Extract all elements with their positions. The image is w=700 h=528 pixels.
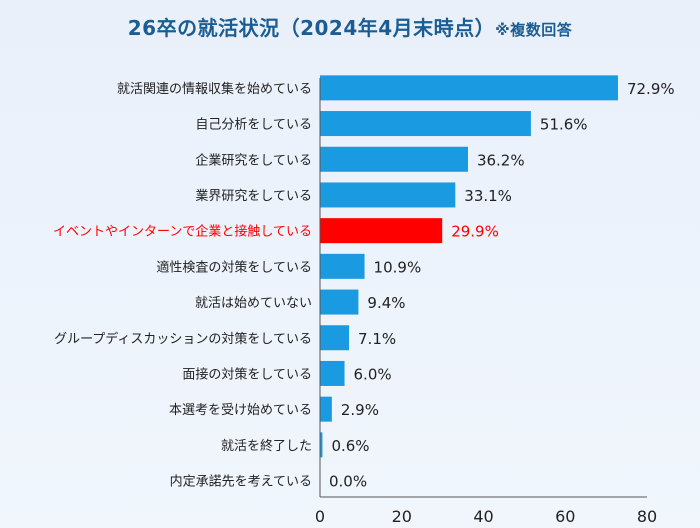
category-label: イベントやインターンで企業と接触している: [53, 224, 312, 240]
value-label: 72.9%: [627, 80, 675, 98]
category-label: 本選考を受け始めている: [169, 403, 312, 418]
value-label: 29.9%: [451, 223, 499, 241]
x-tick-label: 0: [315, 507, 325, 526]
title-note: ※複数回答: [495, 21, 573, 39]
value-label: 9.4%: [367, 294, 405, 312]
value-label: 0.6%: [331, 437, 369, 455]
value-label: 10.9%: [374, 258, 422, 276]
value-label: 51.6%: [540, 116, 588, 134]
x-tick-label: 80: [637, 507, 657, 526]
bar: [320, 396, 332, 422]
category-label: 就活は始めていない: [195, 296, 312, 311]
category-label: 内定承諾先を考えている: [170, 474, 312, 490]
category-label: 適性検査の対策をしている: [156, 259, 312, 275]
bar: [320, 218, 443, 244]
category-label: 就活関連の情報収集を始めている: [117, 81, 312, 97]
chart-title: 26卒の就活状況（2024年4月末時点）※複数回答: [0, 12, 700, 41]
bar: [320, 289, 359, 315]
category-label: 企業研究をしている: [195, 152, 312, 168]
value-label: 7.1%: [358, 330, 396, 348]
value-label: 36.2%: [477, 151, 525, 169]
bar: [320, 325, 350, 351]
bar: [320, 360, 345, 386]
category-label: グループディスカッションの対策をしている: [54, 331, 312, 347]
category-label: 自己分析をしている: [195, 118, 312, 133]
category-label: 業界研究をしている: [195, 188, 312, 204]
value-label: 33.1%: [464, 187, 512, 205]
bar: [320, 182, 456, 208]
value-label: 6.0%: [354, 365, 392, 383]
x-tick-label: 60: [555, 507, 575, 526]
value-label: 0.0%: [329, 473, 367, 491]
category-label: 面接の対策をしている: [182, 366, 312, 382]
bar: [320, 146, 468, 172]
bar: [320, 111, 531, 137]
value-label: 2.9%: [341, 401, 379, 419]
x-tick-label: 20: [392, 507, 412, 526]
category-label: 就活を終了した: [221, 438, 312, 454]
title-text: 26卒の就活状況（2024年4月末時点）: [127, 16, 496, 40]
bar: [320, 253, 365, 279]
x-tick-label: 40: [473, 507, 493, 526]
bar: [320, 432, 323, 458]
bar: [320, 75, 618, 101]
